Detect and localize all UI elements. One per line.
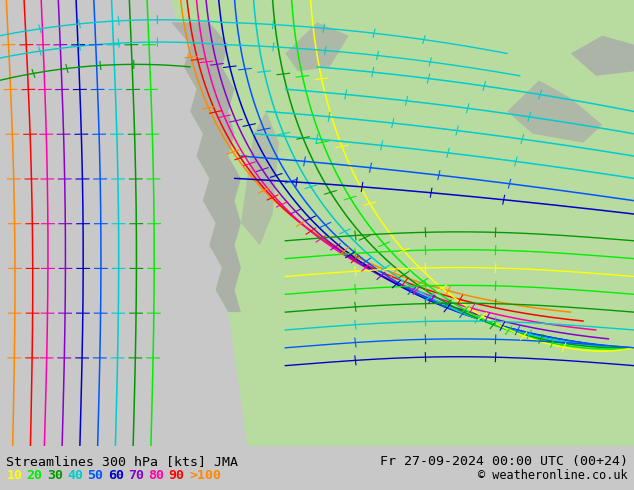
Polygon shape <box>285 22 349 72</box>
Text: 40: 40 <box>67 469 83 482</box>
Polygon shape <box>507 80 602 143</box>
Polygon shape <box>380 0 456 45</box>
Text: 70: 70 <box>128 469 144 482</box>
Polygon shape <box>463 0 583 40</box>
Polygon shape <box>241 112 279 245</box>
Text: 30: 30 <box>47 469 63 482</box>
Text: 60: 60 <box>108 469 124 482</box>
Text: 80: 80 <box>148 469 164 482</box>
Polygon shape <box>571 36 634 76</box>
Polygon shape <box>171 22 241 312</box>
Text: Streamlines 300 hPa [kts] JMA: Streamlines 300 hPa [kts] JMA <box>6 455 238 468</box>
Text: 20: 20 <box>27 469 42 482</box>
Text: 10: 10 <box>6 469 22 482</box>
Text: © weatheronline.co.uk: © weatheronline.co.uk <box>478 469 628 482</box>
Polygon shape <box>171 0 634 446</box>
Text: 50: 50 <box>87 469 103 482</box>
Text: 90: 90 <box>169 469 184 482</box>
Text: >100: >100 <box>189 469 221 482</box>
Text: Fr 27-09-2024 00:00 UTC (00+24): Fr 27-09-2024 00:00 UTC (00+24) <box>380 455 628 468</box>
